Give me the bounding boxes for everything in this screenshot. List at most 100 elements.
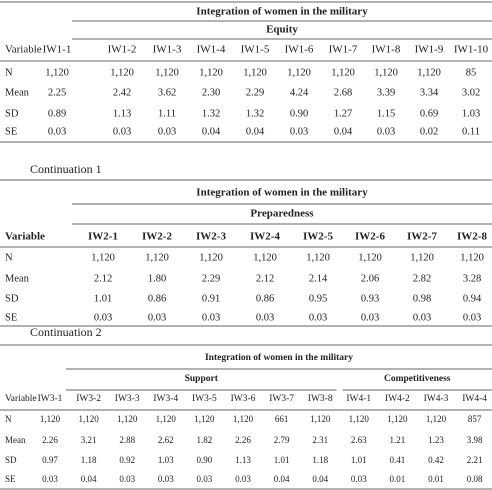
column-header: IW4-3 [424,394,449,404]
cell: 0.03 [235,474,251,484]
cell: 1.01 [351,455,367,465]
cell: 2.31 [312,435,328,445]
cell: 1,120 [91,252,115,263]
cell: 1,120 [331,67,355,78]
cell: 2.14 [309,273,328,284]
cell: 1.01 [274,455,290,465]
cell: 0.98 [413,293,431,304]
cell: 0.02 [420,126,438,137]
cell: 1.03 [462,108,480,119]
cell: 0.86 [148,293,166,304]
cell: 2.63 [351,435,367,445]
row-label: SD [5,455,17,465]
row-label: SE [5,312,17,323]
cell: 0.03 [148,312,166,323]
row-header: Variable [5,44,42,56]
column-header: IW3-6 [231,394,256,404]
cell: 3.98 [467,435,483,445]
cell: 0.03 [377,126,395,137]
column-header: IW3-2 [76,394,101,404]
column-header: IW3-1 [38,394,63,404]
column-header: IW1-9 [415,44,444,56]
row-label: SE [5,474,16,484]
cell: 0.03 [119,474,135,484]
column-header: IW4-1 [346,394,371,404]
row-label: N [5,67,13,78]
cell: 1,120 [410,252,434,263]
column-header: IW2-3 [196,231,226,243]
column-header: IW2-6 [355,231,385,243]
group-label: Equity [266,24,298,36]
table-title: Integration of women in the military [205,353,353,363]
cell: 0.03 [202,312,220,323]
cell: 0.04 [312,474,328,484]
cell: 1,120 [287,67,311,78]
cell: 1,120 [310,414,331,424]
cell: 0.04 [274,474,290,484]
row-label: SD [5,293,19,304]
cell: 2.30 [202,87,220,98]
cell: 1,120 [233,414,254,424]
cell: 1,120 [253,252,277,263]
cell: 2.88 [119,435,135,445]
cell: 1.03 [158,455,174,465]
table-title: Integration of women in the military [196,187,368,199]
row-header: Variable [5,231,45,243]
cell: 0.11 [462,126,480,137]
column-header: IW1-5 [241,44,270,56]
cell: 1,120 [199,67,223,78]
cell: 1,120 [349,414,370,424]
cell: 0.03 [197,474,213,484]
column-header: IW3-8 [308,394,333,404]
cell: 1.23 [428,435,444,445]
cell: 0.69 [420,108,438,119]
cell: 0.92 [119,455,135,465]
cell: 0.01 [390,474,406,484]
column-header: IW3-4 [153,394,178,404]
column-header: IW1-8 [372,44,401,56]
cell: 0.03 [309,312,327,323]
row-header: Variable [5,394,37,404]
cell: 1.18 [312,455,328,465]
column-header: IW1-2 [108,44,137,56]
cell: 0.42 [428,455,444,465]
cell: 2.21 [467,455,483,465]
row-label: SE [5,126,17,137]
cell: 0.90 [197,455,213,465]
cell: 0.04 [81,474,97,484]
cell: 2.82 [413,273,431,284]
cell: 1.80 [148,273,166,284]
cell: 1,120 [110,67,134,78]
cell: 1,120 [374,67,398,78]
cell: 1,120 [40,414,61,424]
cell: 0.03 [48,126,66,137]
column-header: IW2-2 [142,231,172,243]
cell: 1.18 [81,455,97,465]
cell: 0.04 [202,126,221,137]
row-label: N [5,252,13,263]
cell: 1,120 [243,67,267,78]
cell: 0.97 [42,455,58,465]
cell: 1.13 [235,455,251,465]
cell: 0.03 [113,126,131,137]
cell: 1,120 [460,252,484,263]
group-label: Competitiveness [384,374,451,384]
column-header: IW2-5 [303,231,333,243]
row-label: SD [5,108,19,119]
cell: 1,120 [417,67,441,78]
cell: 2.68 [334,87,352,98]
cell: 0.03 [361,312,379,323]
cell: 0.03 [351,474,367,484]
cell: 0.03 [256,312,274,323]
cell: 1.21 [390,435,406,445]
cell: 0.04 [334,126,353,137]
column-header: IW3-7 [269,394,294,404]
table-title: Integration of women in the military [196,6,368,18]
cell: 1,120 [199,252,223,263]
cell: 1,120 [155,67,179,78]
cell: 3.28 [463,273,481,284]
cell: 1.82 [197,435,213,445]
column-header: IW3-3 [115,394,140,404]
cell: 1,120 [387,414,408,424]
